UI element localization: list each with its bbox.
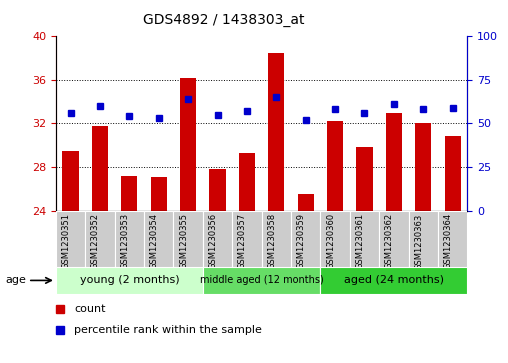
Bar — [386, 113, 402, 211]
Text: GSM1230357: GSM1230357 — [238, 213, 247, 269]
Text: GDS4892 / 1438303_at: GDS4892 / 1438303_at — [143, 13, 304, 27]
Text: GSM1230353: GSM1230353 — [120, 213, 130, 269]
Bar — [62, 151, 79, 211]
Bar — [209, 169, 226, 211]
Bar — [203, 267, 321, 294]
Bar — [121, 176, 138, 211]
Text: GSM1230358: GSM1230358 — [267, 213, 276, 269]
Bar — [327, 121, 343, 211]
Text: GSM1230352: GSM1230352 — [91, 213, 100, 269]
Bar — [151, 177, 167, 211]
Text: GSM1230364: GSM1230364 — [443, 213, 453, 269]
Text: GSM1230356: GSM1230356 — [208, 213, 217, 269]
Bar — [408, 211, 438, 267]
Bar — [56, 211, 85, 267]
Bar — [415, 123, 431, 211]
Bar — [357, 147, 372, 211]
Text: percentile rank within the sample: percentile rank within the sample — [74, 325, 262, 335]
Text: young (2 months): young (2 months) — [80, 276, 179, 285]
Bar — [379, 211, 408, 267]
Bar — [321, 211, 350, 267]
Bar — [268, 53, 284, 211]
Text: GSM1230351: GSM1230351 — [61, 213, 71, 269]
Text: GSM1230362: GSM1230362 — [385, 213, 394, 269]
Bar — [173, 211, 203, 267]
Text: GSM1230360: GSM1230360 — [326, 213, 335, 269]
Bar — [438, 211, 467, 267]
Text: count: count — [74, 303, 106, 314]
Bar — [92, 126, 108, 211]
Bar — [291, 211, 321, 267]
Bar — [203, 211, 232, 267]
Text: GSM1230355: GSM1230355 — [179, 213, 188, 269]
Bar — [115, 211, 144, 267]
Bar — [262, 211, 291, 267]
Text: GSM1230359: GSM1230359 — [297, 213, 306, 269]
Bar — [298, 194, 314, 211]
Bar — [144, 211, 173, 267]
Bar — [56, 267, 203, 294]
Bar — [85, 211, 115, 267]
Bar — [239, 153, 255, 211]
Text: GSM1230363: GSM1230363 — [414, 213, 423, 270]
Bar — [350, 211, 379, 267]
Text: GSM1230361: GSM1230361 — [356, 213, 365, 269]
Text: GSM1230354: GSM1230354 — [150, 213, 158, 269]
Text: age: age — [5, 276, 26, 285]
Text: middle aged (12 months): middle aged (12 months) — [200, 276, 324, 285]
Bar — [232, 211, 262, 267]
Text: aged (24 months): aged (24 months) — [344, 276, 444, 285]
Bar — [321, 267, 467, 294]
Bar — [180, 78, 196, 211]
Bar — [444, 136, 461, 211]
